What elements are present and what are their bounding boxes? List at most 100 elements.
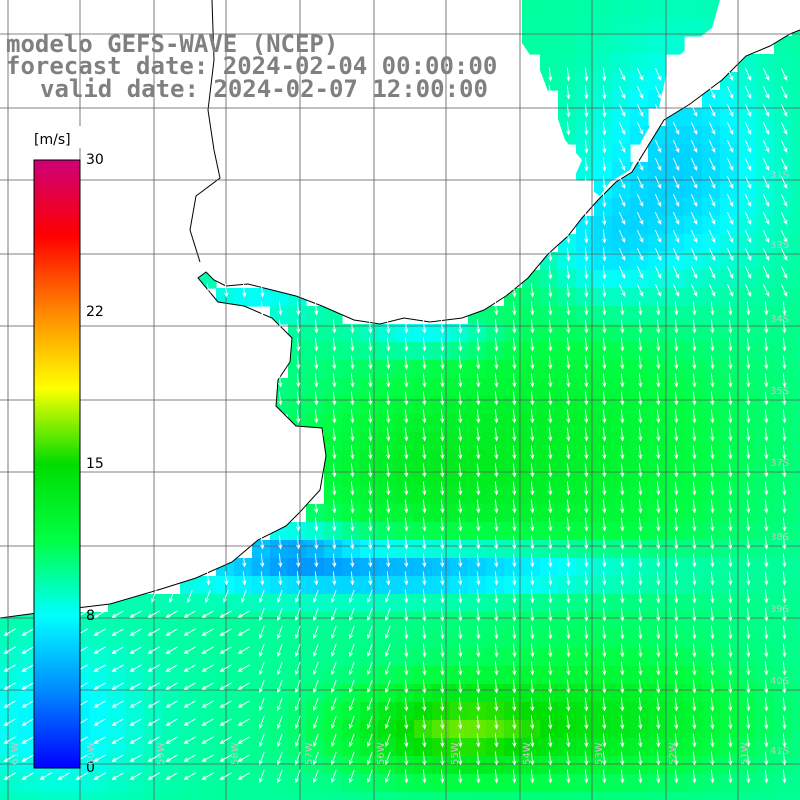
- wind-arrow: [690, 103, 698, 117]
- wind-arrow: [762, 229, 770, 243]
- field-cell: [738, 702, 757, 721]
- field-cell: [414, 666, 433, 685]
- field-cell: [306, 702, 325, 721]
- wind-arrow: [782, 769, 787, 784]
- field-cell: [792, 144, 800, 163]
- field-cell: [774, 180, 793, 199]
- wind-arrow: [440, 715, 445, 730]
- field-cell: [468, 414, 487, 433]
- field-cell: [540, 612, 559, 631]
- wind-arrow: [620, 355, 625, 370]
- wind-arrow: [548, 517, 553, 532]
- wind-arrow: [548, 715, 553, 730]
- field-cell: [324, 432, 343, 451]
- wind-arrow: [692, 355, 697, 370]
- wind-arrow: [330, 643, 337, 658]
- field-cell: [702, 234, 721, 253]
- field-cell: [288, 558, 307, 577]
- field-cell: [612, 666, 631, 685]
- wind-arrow: [782, 589, 787, 604]
- wind-arrow: [165, 718, 178, 726]
- field-cell: [306, 342, 325, 361]
- wind-arrow: [366, 697, 373, 712]
- field-cell: [756, 180, 775, 199]
- field-cell: [324, 342, 343, 361]
- field-cell: [630, 414, 649, 433]
- field-cell: [522, 504, 541, 523]
- field-cell: [774, 630, 793, 649]
- wind-arrow: [602, 751, 607, 766]
- field-cell: [684, 684, 703, 703]
- wind-arrow: [183, 700, 196, 708]
- wind-arrow: [602, 247, 607, 262]
- wind-arrow: [404, 769, 409, 784]
- wind-arrow: [294, 589, 301, 604]
- field-cell: [756, 486, 775, 505]
- wind-arrow: [384, 769, 391, 784]
- field-cell: [738, 738, 757, 757]
- wind-arrow: [21, 682, 34, 690]
- field-cell: [342, 360, 361, 379]
- wind-arrow: [746, 301, 751, 316]
- field-cell: [612, 684, 631, 703]
- wind-arrow: [708, 211, 716, 225]
- wind-arrow: [147, 628, 160, 636]
- field-cell: [540, 378, 559, 397]
- field-cell: [414, 594, 433, 613]
- wind-arrow: [458, 481, 463, 496]
- field-cell: [612, 54, 631, 73]
- wind-arrow: [219, 664, 232, 672]
- field-cell: [612, 342, 631, 361]
- wind-arrow: [710, 499, 715, 514]
- field-cell: [378, 522, 397, 541]
- wind-arrow: [494, 589, 499, 604]
- field-cell: [792, 594, 800, 613]
- wind-arrow: [602, 175, 607, 190]
- wind-arrow: [620, 463, 625, 478]
- wind-arrow: [111, 736, 124, 744]
- wind-arrow: [476, 409, 481, 424]
- field-cell: [594, 396, 613, 415]
- field-cell: [504, 612, 523, 631]
- wind-arrow: [764, 481, 769, 496]
- field-cell: [702, 684, 721, 703]
- field-cell: [684, 576, 703, 595]
- field-cell: [468, 558, 487, 577]
- wind-arrow: [548, 409, 553, 424]
- field-cell: [612, 576, 631, 595]
- wind-arrow: [440, 643, 445, 658]
- wind-arrow: [584, 463, 589, 478]
- wind-arrow: [21, 628, 34, 636]
- field-cell: [756, 324, 775, 343]
- field-cell: [720, 612, 739, 631]
- wind-arrow: [746, 463, 751, 478]
- field-cell: [522, 342, 541, 361]
- field-cell: [594, 198, 613, 217]
- wind-arrow: [726, 175, 734, 189]
- field-cell: [504, 576, 523, 595]
- field-cell: [504, 648, 523, 667]
- wind-arrow: [440, 481, 445, 496]
- wind-arrow: [602, 157, 607, 172]
- field-cell: [594, 612, 613, 631]
- field-cell: [342, 738, 361, 757]
- field-cell: [612, 792, 631, 800]
- wind-arrow: [93, 718, 106, 726]
- wind-arrow: [584, 247, 589, 262]
- field-cell: [648, 684, 667, 703]
- field-cell: [216, 594, 235, 613]
- field-cell: [540, 684, 559, 703]
- wind-arrow: [548, 337, 553, 352]
- wind-arrow: [404, 643, 409, 658]
- field-cell: [666, 432, 685, 451]
- wind-arrow: [332, 337, 337, 352]
- field-cell: [324, 756, 343, 775]
- wind-arrow: [440, 751, 445, 766]
- wind-arrow: [384, 733, 391, 748]
- wind-arrow: [201, 700, 214, 708]
- field-cell: [324, 792, 343, 800]
- wind-arrow: [21, 664, 34, 672]
- field-cell: [792, 720, 800, 739]
- wind-arrow: [620, 607, 625, 622]
- field-cell: [684, 558, 703, 577]
